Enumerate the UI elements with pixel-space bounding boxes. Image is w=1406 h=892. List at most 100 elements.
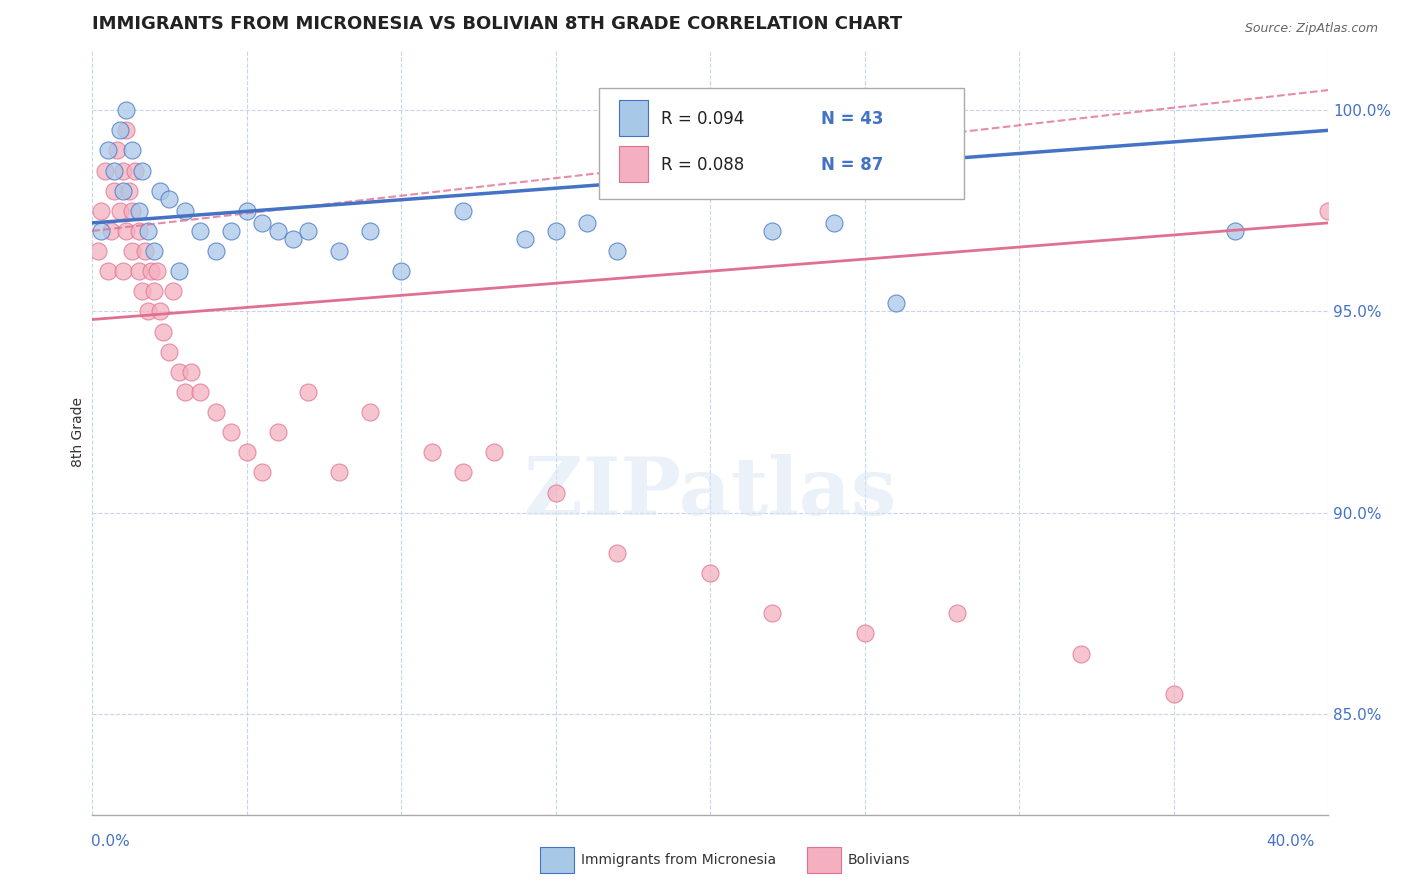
Point (853, 626, 876, 640)
Point (128, 264, 150, 278)
Point (131, 163, 153, 178)
Point (1225, 224, 1247, 238)
Text: ZIPatlas: ZIPatlas (524, 454, 896, 533)
Point (112, 163, 135, 178)
Point (281, 232, 304, 246)
Point (121, 244, 143, 258)
Point (97, 264, 120, 278)
Point (90, 203, 112, 218)
Text: R = 0.088: R = 0.088 (661, 155, 744, 174)
Point (204, 244, 226, 258)
Point (115, 103, 138, 118)
Text: 0.0%: 0.0% (91, 834, 131, 849)
Point (108, 203, 131, 218)
Point (97, 144, 120, 158)
Point (115, 224, 138, 238)
Text: N = 87: N = 87 (821, 155, 884, 174)
Point (823, 216, 845, 230)
Point (204, 405, 226, 419)
Point (115, 123, 138, 137)
Point (884, 296, 907, 310)
Point (328, 244, 350, 258)
Point (1317, 203, 1340, 218)
Point (173, 203, 195, 218)
Point (297, 224, 319, 238)
Point (103, 163, 125, 178)
Point (180, 365, 202, 379)
Point (482, 445, 505, 459)
Point (173, 384, 195, 399)
Point (544, 224, 567, 238)
Point (159, 344, 181, 359)
Point (761, 224, 783, 238)
Point (297, 384, 319, 399)
Y-axis label: 8th Grade: 8th Grade (72, 397, 86, 467)
Point (112, 264, 135, 278)
Point (136, 224, 159, 238)
Point (420, 445, 443, 459)
Text: Source: ZipAtlas.com: Source: ZipAtlas.com (1244, 22, 1378, 36)
Text: Bolivians: Bolivians (848, 853, 910, 867)
Point (359, 405, 381, 419)
Point (513, 232, 536, 246)
Point (143, 244, 166, 258)
Point (112, 184, 135, 198)
Point (761, 607, 783, 621)
Point (146, 264, 169, 278)
Point (162, 285, 184, 299)
Point (575, 216, 598, 230)
Point (121, 203, 143, 218)
Point (235, 203, 257, 218)
Point (108, 123, 131, 137)
Point (219, 425, 242, 440)
Point (359, 224, 381, 238)
Point (128, 224, 150, 238)
Point (250, 216, 273, 230)
Point (152, 325, 174, 339)
FancyBboxPatch shape (599, 88, 963, 199)
Point (266, 224, 288, 238)
Point (124, 163, 146, 178)
Text: N = 43: N = 43 (821, 110, 884, 128)
Point (946, 607, 969, 621)
Point (100, 224, 122, 238)
Point (136, 304, 159, 318)
Point (149, 304, 172, 318)
Point (90, 224, 112, 238)
Point (451, 203, 474, 218)
Point (134, 244, 156, 258)
Point (131, 285, 153, 299)
Point (606, 546, 628, 560)
Point (544, 485, 567, 500)
Point (143, 285, 166, 299)
Point (606, 244, 628, 258)
Point (219, 224, 242, 238)
Point (1163, 687, 1185, 701)
Point (328, 466, 350, 480)
Point (451, 466, 474, 480)
Point (103, 184, 125, 198)
Point (699, 566, 721, 580)
Point (128, 203, 150, 218)
Point (93, 163, 115, 178)
Text: Immigrants from Micronesia: Immigrants from Micronesia (581, 853, 776, 867)
Point (1070, 647, 1092, 661)
Point (167, 365, 190, 379)
Point (139, 264, 162, 278)
Point (121, 144, 143, 158)
Point (159, 192, 181, 206)
Point (149, 184, 172, 198)
Point (389, 264, 412, 278)
FancyBboxPatch shape (619, 146, 648, 182)
FancyBboxPatch shape (619, 100, 648, 136)
Text: 40.0%: 40.0% (1267, 834, 1315, 849)
Point (188, 224, 211, 238)
Point (188, 384, 211, 399)
Point (235, 445, 257, 459)
Point (250, 466, 273, 480)
Point (266, 425, 288, 440)
Point (105, 144, 128, 158)
Text: IMMIGRANTS FROM MICRONESIA VS BOLIVIAN 8TH GRADE CORRELATION CHART: IMMIGRANTS FROM MICRONESIA VS BOLIVIAN 8… (93, 15, 903, 33)
Point (118, 184, 141, 198)
Text: R = 0.094: R = 0.094 (661, 110, 744, 128)
